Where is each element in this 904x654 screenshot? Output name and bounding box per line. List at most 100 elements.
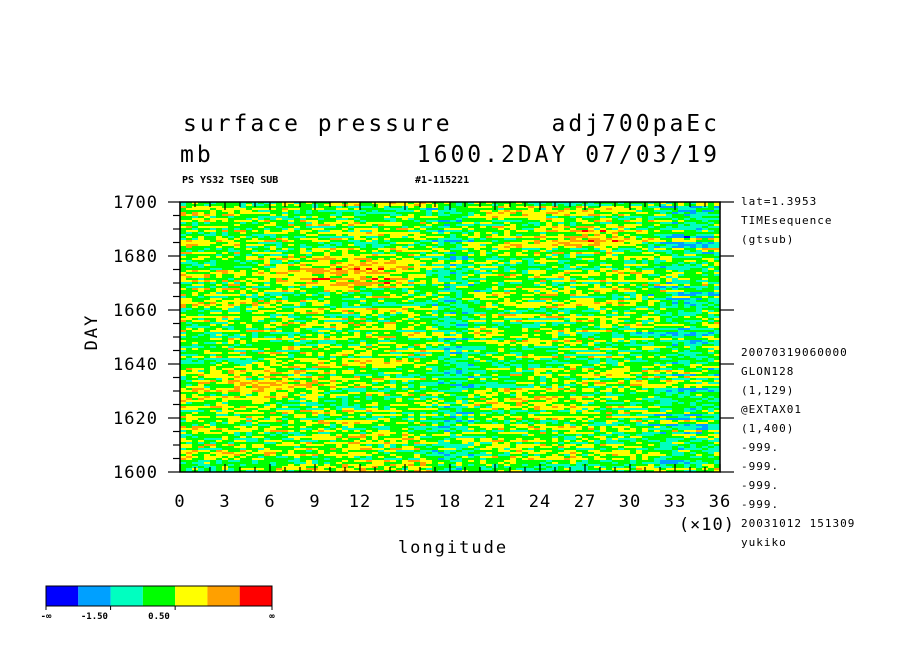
- heatmap-cell: [558, 240, 565, 243]
- heatmap-cell: [702, 262, 709, 265]
- heatmap-cell: [198, 292, 205, 295]
- heatmap-cell: [534, 294, 541, 297]
- heatmap-cell: [456, 300, 463, 303]
- heatmap-cell: [354, 256, 361, 259]
- heatmap-cell: [558, 276, 565, 279]
- heatmap-cell: [276, 288, 283, 291]
- heatmap-cell: [186, 226, 193, 229]
- heatmap-cell: [330, 254, 337, 257]
- heatmap-cell: [558, 242, 565, 245]
- heatmap-cell: [504, 292, 511, 295]
- heatmap-cell: [714, 252, 721, 255]
- heatmap-cell: [492, 284, 499, 287]
- heatmap-cell: [318, 236, 325, 239]
- heatmap-cell: [606, 254, 613, 257]
- heatmap-cell: [420, 276, 427, 279]
- heatmap-cell: [198, 268, 205, 271]
- heatmap-cell: [330, 210, 337, 213]
- heatmap-cell: [264, 284, 271, 287]
- heatmap-cell: [294, 224, 301, 227]
- heatmap-cell: [630, 282, 637, 285]
- heatmap-cell: [396, 212, 403, 215]
- heatmap-cell: [612, 228, 619, 231]
- heatmap-cell: [324, 236, 331, 239]
- heatmap-cell: [252, 282, 259, 285]
- heatmap-cell: [534, 232, 541, 235]
- heatmap-cell: [510, 254, 517, 257]
- heatmap-cell: [606, 210, 613, 213]
- heatmap-cell: [276, 254, 283, 257]
- heatmap-cell: [180, 256, 187, 259]
- heatmap-cell: [522, 218, 529, 221]
- heatmap-cell: [312, 266, 319, 269]
- heatmap-cell: [516, 284, 523, 287]
- heatmap-cell: [216, 284, 223, 287]
- heatmap-cell: [588, 252, 595, 255]
- heatmap-cell: [564, 284, 571, 287]
- heatmap-cell: [288, 224, 295, 227]
- heatmap-cell: [444, 306, 451, 309]
- heatmap-cell: [468, 220, 475, 223]
- heatmap-cell: [486, 250, 493, 253]
- heatmap-cell: [654, 272, 661, 275]
- heatmap-cell: [504, 226, 511, 229]
- heatmap-cell: [480, 278, 487, 281]
- heatmap-cell: [624, 272, 631, 275]
- heatmap-cell: [264, 268, 271, 271]
- heatmap-cell: [306, 210, 313, 213]
- heatmap-cell: [702, 220, 709, 223]
- heatmap-cell: [558, 220, 565, 223]
- heatmap-cell: [678, 220, 685, 223]
- heatmap-cell: [216, 214, 223, 217]
- heatmap-cell: [432, 242, 439, 245]
- heatmap-cell: [582, 262, 589, 265]
- heatmap-cell: [612, 282, 619, 285]
- heatmap-cell: [246, 256, 253, 259]
- heatmap-cell: [600, 238, 607, 241]
- heatmap-cell: [264, 256, 271, 259]
- heatmap-cell: [408, 258, 415, 261]
- heatmap-cell: [450, 258, 457, 261]
- heatmap-cell: [420, 206, 427, 209]
- heatmap-cell: [390, 222, 397, 225]
- heatmap-cell: [306, 250, 313, 253]
- heatmap-cell: [486, 302, 493, 305]
- heatmap-cell: [240, 242, 247, 245]
- heatmap-cell: [438, 266, 445, 269]
- heatmap-cell: [300, 240, 307, 243]
- heatmap-cell: [516, 270, 523, 273]
- heatmap-cell: [522, 278, 529, 281]
- heatmap-cell: [396, 250, 403, 253]
- heatmap-cell: [372, 294, 379, 297]
- heatmap-cell: [510, 244, 517, 247]
- heatmap-cell: [642, 206, 649, 209]
- heatmap-cell: [504, 202, 511, 205]
- heatmap-cell: [414, 286, 421, 289]
- heatmap-cell: [264, 240, 271, 243]
- heatmap-cell: [258, 222, 265, 225]
- heatmap-cell: [468, 226, 475, 229]
- heatmap-cell: [504, 244, 511, 247]
- heatmap-cell: [264, 230, 271, 233]
- heatmap-cell: [192, 234, 199, 237]
- heatmap-cell: [270, 236, 277, 239]
- heatmap-cell: [684, 258, 691, 261]
- heatmap-cell: [294, 234, 301, 237]
- heatmap-cell: [612, 214, 619, 217]
- heatmap-cell: [624, 288, 631, 291]
- heatmap-cell: [468, 218, 475, 221]
- heatmap-cell: [498, 232, 505, 235]
- heatmap-cell: [438, 208, 445, 211]
- heatmap-cell: [228, 242, 235, 245]
- heatmap-cell: [414, 202, 421, 205]
- heatmap-cell: [228, 260, 235, 263]
- heatmap-cell: [528, 220, 535, 223]
- heatmap-cell: [252, 220, 259, 223]
- heatmap-cell: [402, 214, 409, 217]
- heatmap-cell: [660, 248, 667, 251]
- heatmap-cell: [306, 252, 313, 255]
- heatmap-cell: [432, 244, 439, 247]
- heatmap-cell: [618, 290, 625, 293]
- heatmap-cell: [372, 218, 379, 221]
- heatmap-cell: [714, 286, 721, 289]
